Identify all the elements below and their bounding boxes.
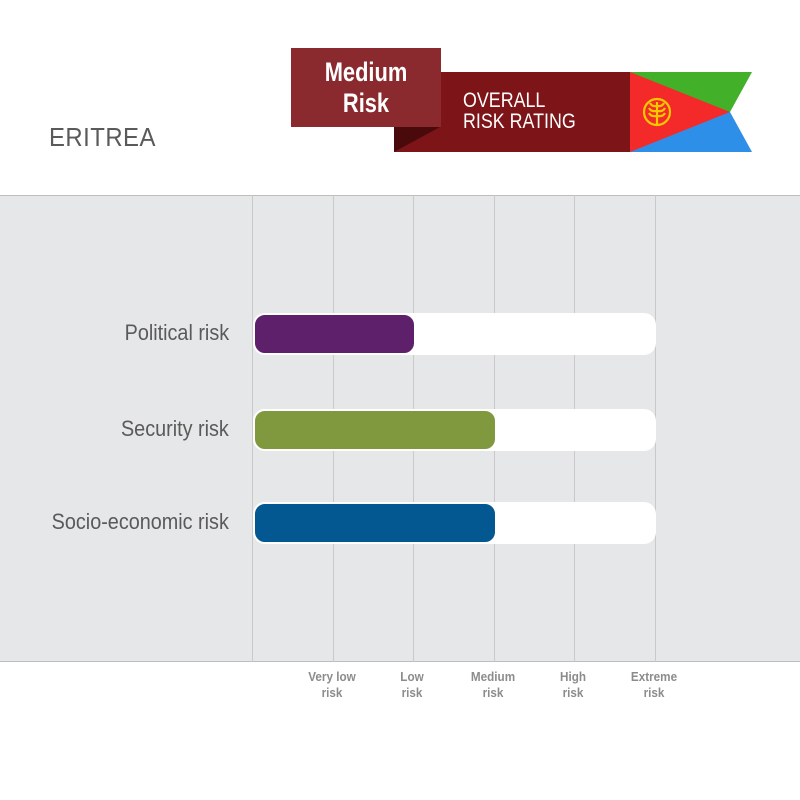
tick-label: Very low risk	[308, 669, 356, 700]
ribbon-fold	[394, 127, 440, 152]
gridline	[252, 195, 253, 662]
bar-socio-economic-risk	[253, 502, 497, 544]
eritrea-flag-icon	[630, 72, 752, 152]
bar-security-risk	[253, 409, 497, 451]
bar-political-risk	[253, 313, 416, 355]
overall-risk-label-line1: OVERALL	[463, 89, 546, 112]
flag-emblem-icon	[642, 97, 672, 127]
tick-label: High risk	[559, 669, 586, 700]
overall-risk-label: OVERALL RISK RATING	[463, 90, 576, 132]
country-name: ERITREA	[49, 122, 156, 152]
category-label: Security risk	[121, 416, 229, 441]
overall-rating-line1: Medium	[324, 56, 408, 87]
overall-risk-label-line2: RISK RATING	[463, 110, 576, 133]
overall-risk-badge: Medium Risk	[291, 48, 441, 127]
tick-label: Medium risk	[470, 669, 516, 700]
category-label: Socio-economic risk	[51, 509, 229, 534]
flag-red-triangle	[630, 72, 730, 152]
category-label: Political risk	[124, 320, 229, 345]
tick-label: Extreme risk	[630, 669, 678, 700]
tick-label: Low risk	[400, 669, 424, 700]
overall-rating-line2: Risk	[342, 87, 390, 118]
